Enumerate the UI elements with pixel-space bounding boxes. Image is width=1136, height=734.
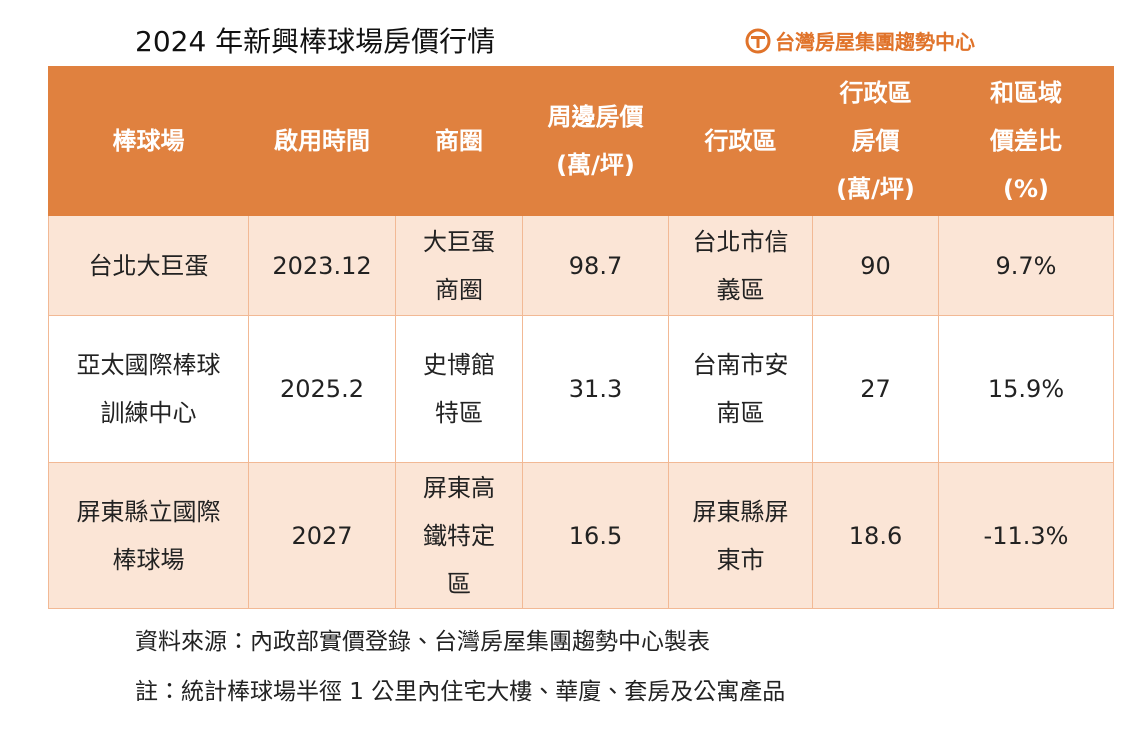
logo-text: 台灣房屋集團趨勢中心 <box>775 30 975 54</box>
footnote: 註：統計棒球場半徑 1 公里內住宅大樓、華廈、套房及公寓產品 <box>135 679 786 705</box>
table-cell: 屏東高 鐵特定 區 <box>395 462 523 609</box>
table-cell: 18.6 <box>812 462 939 609</box>
column-header: 行政區 房價 (萬/坪) <box>812 66 939 216</box>
header-row: 棒球場 啟用時間 商圈 周邊房價 (萬/坪) 行政區 行政區 房價 (萬/坪) 和區域 價差… <box>48 66 1114 216</box>
table-cell: 27 <box>812 315 939 463</box>
table-row: 台北大巨蛋 2023.12 大巨蛋 商圈 98.7 台北市信 義區 90 9.7% <box>48 215 1114 316</box>
table-cell: 史博館 特區 <box>395 315 523 463</box>
table-cell: 2023.12 <box>248 215 396 316</box>
column-header: 棒球場 <box>48 66 249 216</box>
table-cell: 15.9% <box>938 315 1114 463</box>
title: 2024 年新興棒球場房價行情 <box>135 25 496 58</box>
table-cell: 90 <box>812 215 939 316</box>
table-row: 亞太國際棒球 訓練中心 2025.2 史博館 特區 31.3 台南市安 南區 27 15.9… <box>48 315 1114 463</box>
column-header: 周邊房價 (萬/坪) <box>522 66 669 216</box>
logo-icon <box>745 28 771 53</box>
table-cell: 屏東縣屏 東市 <box>668 462 813 609</box>
table-row: 屏東縣立國際 棒球場 2027 屏東高 鐵特定 區 16.5 屏東縣屏 東市 18.6 -1… <box>48 462 1114 609</box>
column-header: 啟用時間 <box>248 66 396 216</box>
table-cell: 屏東縣立國際 棒球場 <box>48 462 249 609</box>
logo: 台灣房屋集團趨勢中心 <box>745 26 975 55</box>
table-cell: 2025.2 <box>248 315 396 463</box>
table-cell: 9.7% <box>938 215 1114 316</box>
table-cell: 2027 <box>248 462 396 609</box>
table-cell: 台北市信 義區 <box>668 215 813 316</box>
table-cell: -11.3% <box>938 462 1114 609</box>
column-header: 和區域 價差比 (%) <box>938 66 1114 216</box>
data-table: 棒球場 啟用時間 商圈 周邊房價 (萬/坪) 行政區 行政區 房價 (萬/坪) 和區域 價差… <box>48 66 1114 609</box>
table-cell: 31.3 <box>522 315 669 463</box>
column-header: 商圈 <box>395 66 523 216</box>
source-note: 資料來源：內政部實價登錄、台灣房屋集團趨勢中心製表 <box>135 629 710 655</box>
table-cell: 台北大巨蛋 <box>48 215 249 316</box>
table-cell: 16.5 <box>522 462 669 609</box>
table-cell: 台南市安 南區 <box>668 315 813 463</box>
table-cell: 98.7 <box>522 215 669 316</box>
table-cell: 大巨蛋 商圈 <box>395 215 523 316</box>
table-cell: 亞太國際棒球 訓練中心 <box>48 315 249 463</box>
column-header: 行政區 <box>668 66 813 216</box>
